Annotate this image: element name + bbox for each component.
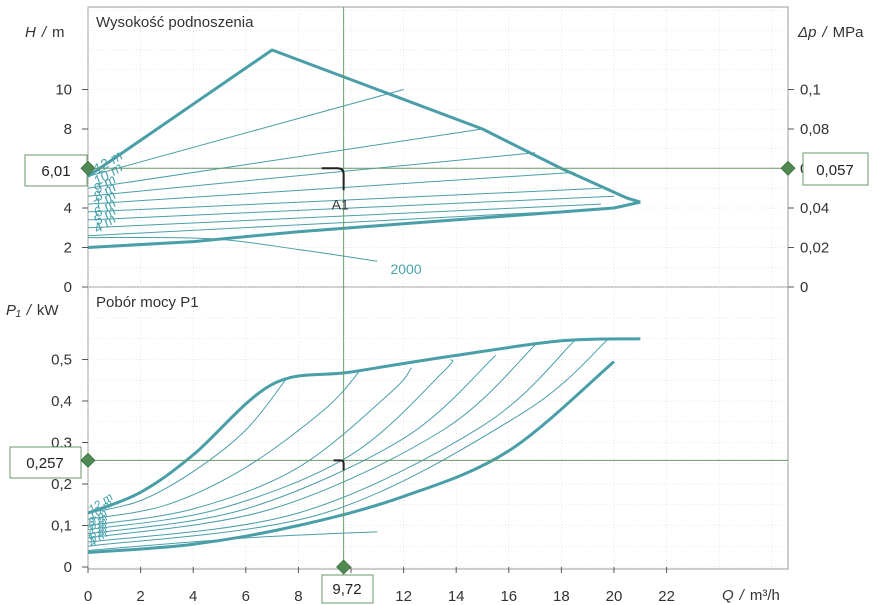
curves bbox=[87, 48, 641, 554]
top-y2-tick-label: 0,08 bbox=[800, 121, 829, 138]
x-tick-label: 8 bbox=[294, 588, 302, 605]
power-point-bracket bbox=[333, 459, 345, 471]
top-y2-tick-label: 0,04 bbox=[800, 200, 829, 217]
readout-head-value: 6,01 bbox=[41, 163, 70, 180]
operating-point-crosshair: A1 bbox=[88, 7, 788, 567]
readout-markers bbox=[80, 160, 796, 575]
power-curve-min-speed bbox=[87, 531, 378, 551]
readout-marker-pressure bbox=[780, 160, 796, 176]
x-tick-label: 12 bbox=[395, 588, 412, 605]
head-curve-10m bbox=[87, 128, 483, 189]
readout-marker-head bbox=[80, 160, 96, 176]
bottom-y-axis-symbol: P₁ bbox=[6, 302, 21, 319]
x-tick-label: 18 bbox=[553, 588, 570, 605]
x-tick-label: 4 bbox=[189, 588, 197, 605]
top-y-axis-slash: / bbox=[41, 24, 48, 41]
top-y-tick-label: 0 bbox=[64, 279, 72, 296]
readout-box-power bbox=[9, 446, 82, 479]
top-y-tick-label: 8 bbox=[64, 121, 72, 138]
readout-marker-flow bbox=[336, 559, 352, 575]
power-curve-10m bbox=[87, 371, 360, 520]
min-speed-curve-label: 2000 bbox=[390, 261, 421, 277]
head-curve-max bbox=[87, 48, 641, 204]
bottom-y-tick-label: 0,5 bbox=[51, 352, 72, 369]
head-curve-7m bbox=[87, 187, 601, 213]
readout-pressure-value: 0,057 bbox=[816, 162, 854, 179]
power-curve-7m bbox=[87, 355, 497, 535]
top-panel-title: Wysokość podnoszenia bbox=[96, 14, 254, 31]
operating-point-bracket bbox=[321, 167, 345, 191]
readout-box-flow bbox=[321, 574, 374, 604]
head-curve-8m bbox=[87, 171, 575, 205]
x-tick-label: 0 bbox=[84, 588, 92, 605]
x-tick-label: 20 bbox=[606, 588, 623, 605]
bottom-y-tick-label: 0 bbox=[64, 559, 72, 576]
readout-flow-value: 9,72 bbox=[332, 581, 361, 598]
bottom-y-tick-label: 0,1 bbox=[51, 518, 72, 535]
top-y-axis-label: H / m bbox=[25, 24, 65, 41]
top-y2-axis-symbol: Δp bbox=[797, 24, 816, 41]
bottom-y-axis-slash: / bbox=[26, 302, 33, 319]
head-curve-min-speed bbox=[87, 236, 378, 262]
power-curve-max bbox=[87, 337, 641, 515]
top-y-tick-label: 10 bbox=[55, 82, 72, 99]
readout-box-pressure bbox=[802, 152, 869, 186]
power-curve-6m bbox=[87, 344, 536, 539]
top-y2-tick-label: 0,1 bbox=[800, 82, 821, 99]
x-axis-unit: m³/h bbox=[750, 587, 780, 604]
readout-marker-power bbox=[80, 452, 96, 468]
readout-power-value: 0,257 bbox=[26, 455, 64, 472]
head-curve-5m bbox=[87, 203, 601, 229]
head-curve-min bbox=[87, 200, 641, 249]
x-tick-label: 16 bbox=[500, 588, 517, 605]
head-curve-4m bbox=[87, 209, 588, 237]
bottom-y-axis-label: P₁ / kW bbox=[6, 302, 59, 319]
bottom-y-tick-label: 0,4 bbox=[51, 393, 72, 410]
bottom-panel-title: Pobór mocy P1 bbox=[96, 294, 199, 311]
x-tick-label: 14 bbox=[448, 588, 465, 605]
top-y2-axis-label: Δp / MPa bbox=[797, 24, 864, 41]
head-curve-6m bbox=[87, 195, 615, 221]
top-y-axis-unit: m bbox=[52, 24, 65, 41]
top-y2-axis-slash: / bbox=[821, 24, 828, 41]
power-curve-min bbox=[87, 360, 615, 554]
x-tick-label: 2 bbox=[136, 588, 144, 605]
x-tick-label: 6 bbox=[242, 588, 250, 605]
readout-box-head bbox=[24, 154, 88, 187]
head-curve-9m bbox=[87, 152, 536, 197]
top-y2-tick-label: 0,02 bbox=[800, 240, 829, 257]
power-curve-4m bbox=[87, 338, 610, 547]
bottom-y-axis-unit: kW bbox=[37, 302, 60, 319]
top-y-tick-label: 4 bbox=[64, 200, 72, 217]
top-y2-axis-unit: MPa bbox=[833, 24, 865, 41]
operating-point-label: A1 bbox=[332, 196, 349, 212]
x-axis-label: Q / m³/h bbox=[722, 587, 780, 604]
x-axis-slash: / bbox=[739, 587, 746, 604]
x-axis-symbol: Q bbox=[722, 587, 734, 604]
power-curve-5m bbox=[87, 340, 575, 543]
head-curve-12m bbox=[87, 89, 404, 177]
power-curve-9m bbox=[87, 367, 412, 526]
top-y-tick-label: 2 bbox=[64, 240, 72, 257]
x-tick-label: 22 bbox=[658, 588, 675, 605]
power-curve-12m bbox=[87, 379, 286, 514]
top-y2-tick-label: 0 bbox=[800, 279, 808, 296]
bottom-plot-frame bbox=[87, 286, 789, 570]
bottom-y-tick-label: 0,2 bbox=[51, 476, 72, 493]
top-y-axis-symbol: H bbox=[25, 24, 36, 41]
